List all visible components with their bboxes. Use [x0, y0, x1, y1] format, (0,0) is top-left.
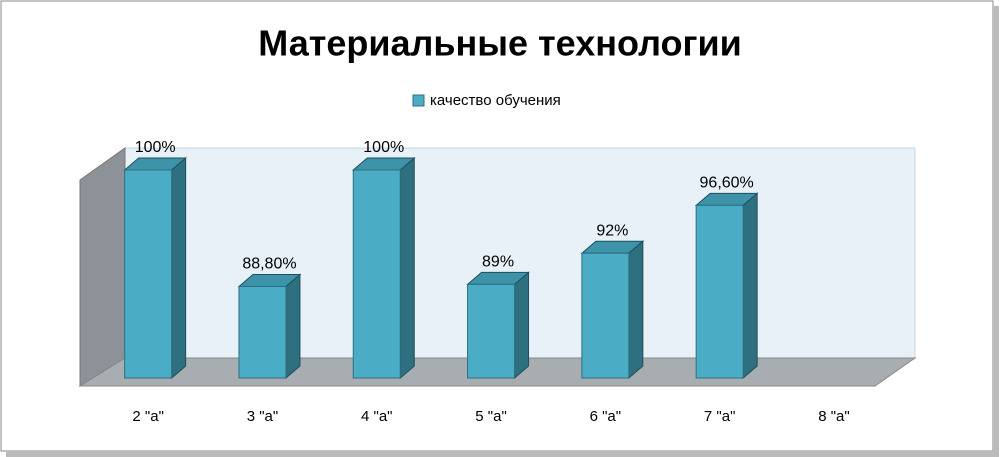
- value-label: 100%: [363, 139, 404, 156]
- legend-label: качество обучения: [430, 92, 561, 109]
- value-label: 89%: [482, 254, 514, 271]
- x-tick-label: 7 "а": [704, 408, 736, 425]
- bar-side: [285, 273, 301, 380]
- bar: [352, 169, 401, 379]
- value-label: 100%: [135, 139, 176, 156]
- bar: [695, 204, 744, 379]
- x-tick-label: 4 "а": [361, 408, 393, 425]
- side-wall: [79, 147, 126, 387]
- x-tick-label: 6 "а": [590, 408, 622, 425]
- value-label: 88,80%: [242, 256, 296, 273]
- x-tick-label: 8 "а": [818, 408, 850, 425]
- bar-side: [742, 192, 758, 380]
- bar-side: [514, 271, 530, 380]
- chart-title: Материальные технологии: [258, 23, 741, 64]
- shadow: [6, 451, 999, 457]
- bar: [238, 285, 287, 379]
- bar: [581, 252, 630, 379]
- shadow: [993, 6, 999, 456]
- bar: [467, 283, 516, 379]
- bar-side: [399, 156, 415, 380]
- value-label: 96,60%: [700, 175, 754, 192]
- value-label: 92%: [596, 222, 628, 239]
- bar-side: [628, 240, 644, 380]
- x-tick-label: 3 "а": [247, 408, 279, 425]
- legend-swatch: [412, 94, 425, 107]
- bar: [124, 169, 173, 379]
- x-tick-label: 5 "а": [475, 408, 507, 425]
- x-tick-label: 2 "а": [132, 408, 164, 425]
- bar-side: [171, 156, 187, 380]
